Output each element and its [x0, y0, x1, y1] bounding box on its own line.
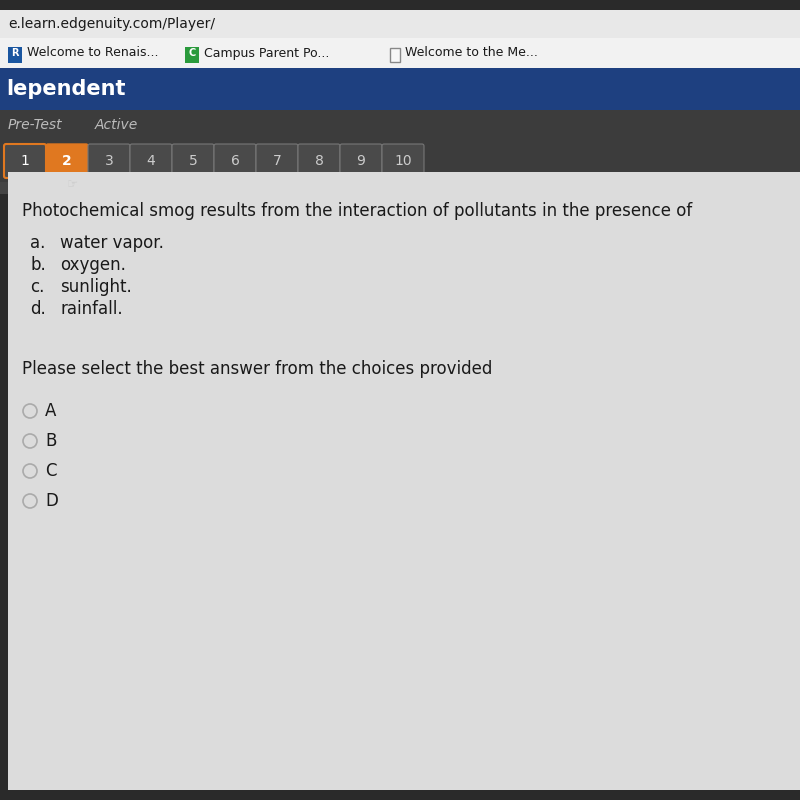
Text: 7: 7 — [273, 154, 282, 168]
FancyBboxPatch shape — [390, 48, 400, 62]
FancyBboxPatch shape — [0, 182, 8, 194]
Text: 5: 5 — [189, 154, 198, 168]
Text: D: D — [45, 492, 58, 510]
FancyBboxPatch shape — [130, 144, 172, 178]
Text: B: B — [45, 432, 56, 450]
FancyBboxPatch shape — [185, 47, 199, 63]
Text: e.learn.edgenuity.com/Player/: e.learn.edgenuity.com/Player/ — [8, 17, 215, 31]
FancyBboxPatch shape — [0, 110, 800, 140]
Text: d.: d. — [30, 300, 46, 318]
Text: water vapor.: water vapor. — [60, 234, 164, 252]
FancyBboxPatch shape — [382, 144, 424, 178]
FancyBboxPatch shape — [0, 38, 800, 68]
FancyBboxPatch shape — [8, 47, 22, 63]
Text: Welcome to Renais...: Welcome to Renais... — [27, 46, 158, 59]
FancyBboxPatch shape — [8, 172, 800, 790]
Text: rainfall.: rainfall. — [60, 300, 122, 318]
FancyBboxPatch shape — [0, 10, 800, 38]
Text: C: C — [45, 462, 57, 480]
Text: sunlight.: sunlight. — [60, 278, 132, 296]
Text: ☞: ☞ — [66, 178, 78, 191]
Text: 10: 10 — [394, 154, 412, 168]
Text: oxygen.: oxygen. — [60, 256, 126, 274]
Text: 4: 4 — [146, 154, 155, 168]
Text: 9: 9 — [357, 154, 366, 168]
Text: Welcome to the Me...: Welcome to the Me... — [405, 46, 538, 59]
Text: R: R — [11, 48, 18, 58]
Text: 6: 6 — [230, 154, 239, 168]
FancyBboxPatch shape — [0, 140, 800, 182]
Text: Photochemical smog results from the interaction of pollutants in the presence of: Photochemical smog results from the inte… — [22, 202, 692, 220]
Text: Please select the best answer from the choices provided: Please select the best answer from the c… — [22, 360, 492, 378]
Text: a.: a. — [30, 234, 46, 252]
Circle shape — [23, 464, 37, 478]
Text: C: C — [188, 48, 196, 58]
Text: Active: Active — [95, 118, 138, 132]
FancyBboxPatch shape — [172, 144, 214, 178]
Circle shape — [23, 404, 37, 418]
Text: lependent: lependent — [6, 79, 126, 99]
Text: A: A — [45, 402, 56, 420]
Text: Pre-Test: Pre-Test — [8, 118, 62, 132]
Text: 3: 3 — [105, 154, 114, 168]
Text: Campus Parent Po...: Campus Parent Po... — [204, 46, 330, 59]
Text: 2: 2 — [62, 154, 72, 168]
Text: 8: 8 — [314, 154, 323, 168]
FancyBboxPatch shape — [88, 144, 130, 178]
Text: 1: 1 — [21, 154, 30, 168]
FancyBboxPatch shape — [340, 144, 382, 178]
FancyBboxPatch shape — [46, 144, 88, 178]
FancyBboxPatch shape — [0, 68, 800, 110]
Circle shape — [23, 494, 37, 508]
FancyBboxPatch shape — [256, 144, 298, 178]
Circle shape — [23, 434, 37, 448]
FancyBboxPatch shape — [298, 144, 340, 178]
Text: b.: b. — [30, 256, 46, 274]
FancyBboxPatch shape — [4, 144, 46, 178]
Text: c.: c. — [30, 278, 44, 296]
FancyBboxPatch shape — [214, 144, 256, 178]
